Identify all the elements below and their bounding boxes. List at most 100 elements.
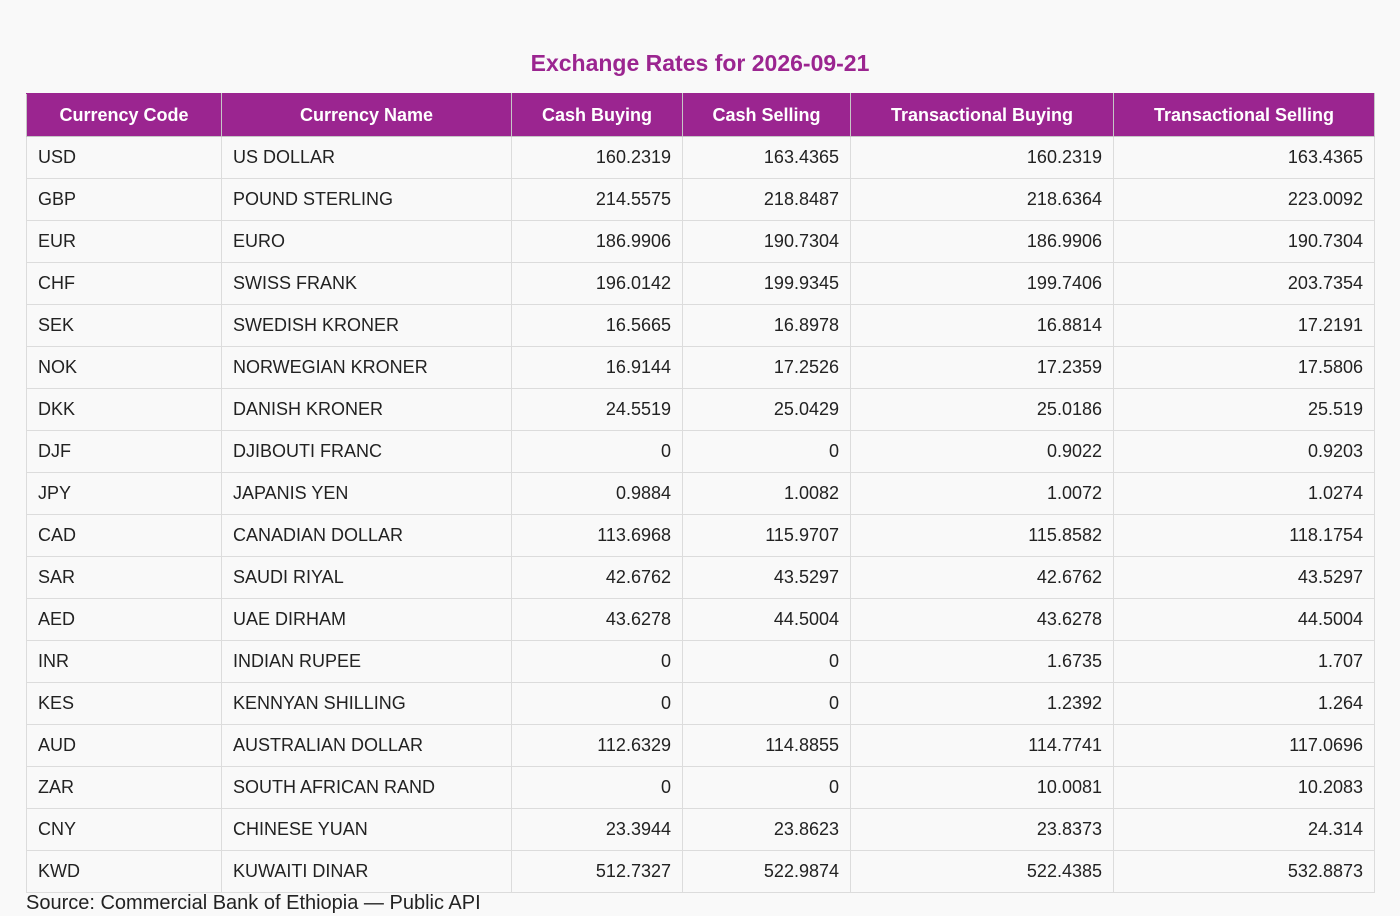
cell-currency-name: JAPANIS YEN — [221, 472, 512, 515]
cell-cash-selling: 199.9345 — [682, 262, 851, 305]
cell-currency-code: DJF — [26, 430, 222, 473]
cell-transactional-selling: 24.314 — [1113, 808, 1375, 851]
cell-transactional-buying: 25.0186 — [850, 388, 1114, 431]
cell-transactional-selling: 44.5004 — [1113, 598, 1375, 641]
cell-currency-name: INDIAN RUPEE — [221, 640, 512, 683]
cell-transactional-buying: 23.8373 — [850, 808, 1114, 851]
cell-cash-buying: 16.5665 — [511, 304, 683, 347]
table-row: INR INDIAN RUPEE 0 0 1.6735 1.707 — [26, 640, 1375, 683]
cell-cash-buying: 112.6329 — [511, 724, 683, 767]
cell-currency-name: SAUDI RIYAL — [221, 556, 512, 599]
cell-cash-buying: 42.6762 — [511, 556, 683, 599]
source-note: Source: Commercial Bank of Ethiopia — Pu… — [26, 892, 481, 914]
cell-cash-selling: 25.0429 — [682, 388, 851, 431]
table-row: EUR EURO 186.9906 190.7304 186.9906 190.7304 — [26, 220, 1375, 263]
header-transactional-selling: Transactional Selling — [1113, 93, 1375, 137]
cell-currency-name: EURO — [221, 220, 512, 263]
cell-cash-selling: 163.4365 — [682, 136, 851, 179]
cell-cash-selling: 0 — [682, 430, 851, 473]
cell-currency-code: SEK — [26, 304, 222, 347]
table-row: DKK DANISH KRONER 24.5519 25.0429 25.0186 25.… — [26, 388, 1375, 431]
cell-cash-buying: 24.5519 — [511, 388, 683, 431]
cell-cash-buying: 186.9906 — [511, 220, 683, 263]
cell-transactional-buying: 160.2319 — [850, 136, 1114, 179]
cell-cash-selling: 43.5297 — [682, 556, 851, 599]
table-row: AED UAE DIRHAM 43.6278 44.5004 43.6278 44.500… — [26, 598, 1375, 641]
cell-transactional-selling: 223.0092 — [1113, 178, 1375, 221]
cell-currency-code: NOK — [26, 346, 222, 389]
cell-transactional-buying: 199.7406 — [850, 262, 1114, 305]
table-row: USD US DOLLAR 160.2319 163.4365 160.2319 163.… — [26, 136, 1375, 179]
cell-currency-name: CANADIAN DOLLAR — [221, 514, 512, 557]
cell-currency-code: JPY — [26, 472, 222, 515]
cell-currency-name: NORWEGIAN KRONER — [221, 346, 512, 389]
cell-cash-buying: 0 — [511, 766, 683, 809]
cell-currency-code: EUR — [26, 220, 222, 263]
cell-transactional-buying: 10.0081 — [850, 766, 1114, 809]
cell-cash-buying: 196.0142 — [511, 262, 683, 305]
cell-cash-buying: 23.3944 — [511, 808, 683, 851]
header-cash-selling: Cash Selling — [682, 93, 851, 137]
table-row: SAR SAUDI RIYAL 42.6762 43.5297 42.6762 43.52… — [26, 556, 1375, 599]
cell-transactional-buying: 522.4385 — [850, 850, 1114, 893]
exchange-rates-table: Currency Code Currency Name Cash Buying … — [26, 93, 1375, 893]
table-row: AUD AUSTRALIAN DOLLAR 112.6329 114.8855 114.… — [26, 724, 1375, 767]
cell-cash-selling: 190.7304 — [682, 220, 851, 263]
cell-cash-buying: 214.5575 — [511, 178, 683, 221]
cell-currency-name: KENNYAN SHILLING — [221, 682, 512, 725]
cell-cash-selling: 0 — [682, 640, 851, 683]
cell-cash-selling: 0 — [682, 682, 851, 725]
cell-currency-code: KES — [26, 682, 222, 725]
cell-transactional-selling: 1.264 — [1113, 682, 1375, 725]
cell-transactional-selling: 25.519 — [1113, 388, 1375, 431]
cell-currency-name: US DOLLAR — [221, 136, 512, 179]
cell-transactional-selling: 163.4365 — [1113, 136, 1375, 179]
cell-currency-name: SWEDISH KRONER — [221, 304, 512, 347]
table-header-row: Currency Code Currency Name Cash Buying … — [26, 93, 1375, 137]
cell-cash-selling: 17.2526 — [682, 346, 851, 389]
table-row: NOK NORWEGIAN KRONER 16.9144 17.2526 17.2359… — [26, 346, 1375, 389]
cell-cash-selling: 1.0082 — [682, 472, 851, 515]
cell-currency-code: CNY — [26, 808, 222, 851]
cell-cash-selling: 16.8978 — [682, 304, 851, 347]
cell-transactional-selling: 0.9203 — [1113, 430, 1375, 473]
cell-currency-code: AED — [26, 598, 222, 641]
cell-transactional-selling: 117.0696 — [1113, 724, 1375, 767]
cell-cash-buying: 0 — [511, 430, 683, 473]
table-row: CNY CHINESE YUAN 23.3944 23.8623 23.8373 24.3… — [26, 808, 1375, 851]
cell-cash-selling: 115.9707 — [682, 514, 851, 557]
cell-currency-name: SOUTH AFRICAN RAND — [221, 766, 512, 809]
header-cash-buying: Cash Buying — [511, 93, 683, 137]
cell-transactional-selling: 1.0274 — [1113, 472, 1375, 515]
cell-cash-selling: 218.8487 — [682, 178, 851, 221]
table-row: CHF SWISS FRANK 196.0142 199.9345 199.7406 20… — [26, 262, 1375, 305]
cell-transactional-buying: 42.6762 — [850, 556, 1114, 599]
cell-transactional-buying: 17.2359 — [850, 346, 1114, 389]
cell-cash-selling: 0 — [682, 766, 851, 809]
cell-transactional-selling: 17.2191 — [1113, 304, 1375, 347]
cell-currency-name: KUWAITI DINAR — [221, 850, 512, 893]
cell-currency-code: AUD — [26, 724, 222, 767]
cell-cash-buying: 0.9884 — [511, 472, 683, 515]
cell-currency-name: CHINESE YUAN — [221, 808, 512, 851]
table-row: KES KENNYAN SHILLING 0 0 1.2392 1.264 — [26, 682, 1375, 725]
table-row: ZAR SOUTH AFRICAN RAND 0 0 10.0081 10.2083 — [26, 766, 1375, 809]
cell-transactional-buying: 115.8582 — [850, 514, 1114, 557]
cell-transactional-selling: 17.5806 — [1113, 346, 1375, 389]
cell-transactional-buying: 1.0072 — [850, 472, 1114, 515]
cell-currency-code: USD — [26, 136, 222, 179]
cell-currency-code: CAD — [26, 514, 222, 557]
cell-transactional-selling: 43.5297 — [1113, 556, 1375, 599]
cell-transactional-buying: 43.6278 — [850, 598, 1114, 641]
cell-currency-code: GBP — [26, 178, 222, 221]
table-row: SEK SWEDISH KRONER 16.5665 16.8978 16.8814 17… — [26, 304, 1375, 347]
cell-cash-buying: 0 — [511, 640, 683, 683]
cell-transactional-buying: 1.6735 — [850, 640, 1114, 683]
header-transactional-buying: Transactional Buying — [850, 93, 1114, 137]
page-title: Exchange Rates for 2026-09-21 — [530, 50, 870, 76]
cell-currency-name: POUND STERLING — [221, 178, 512, 221]
cell-cash-buying: 512.7327 — [511, 850, 683, 893]
cell-transactional-buying: 114.7741 — [850, 724, 1114, 767]
cell-currency-name: SWISS FRANK — [221, 262, 512, 305]
cell-cash-selling: 44.5004 — [682, 598, 851, 641]
